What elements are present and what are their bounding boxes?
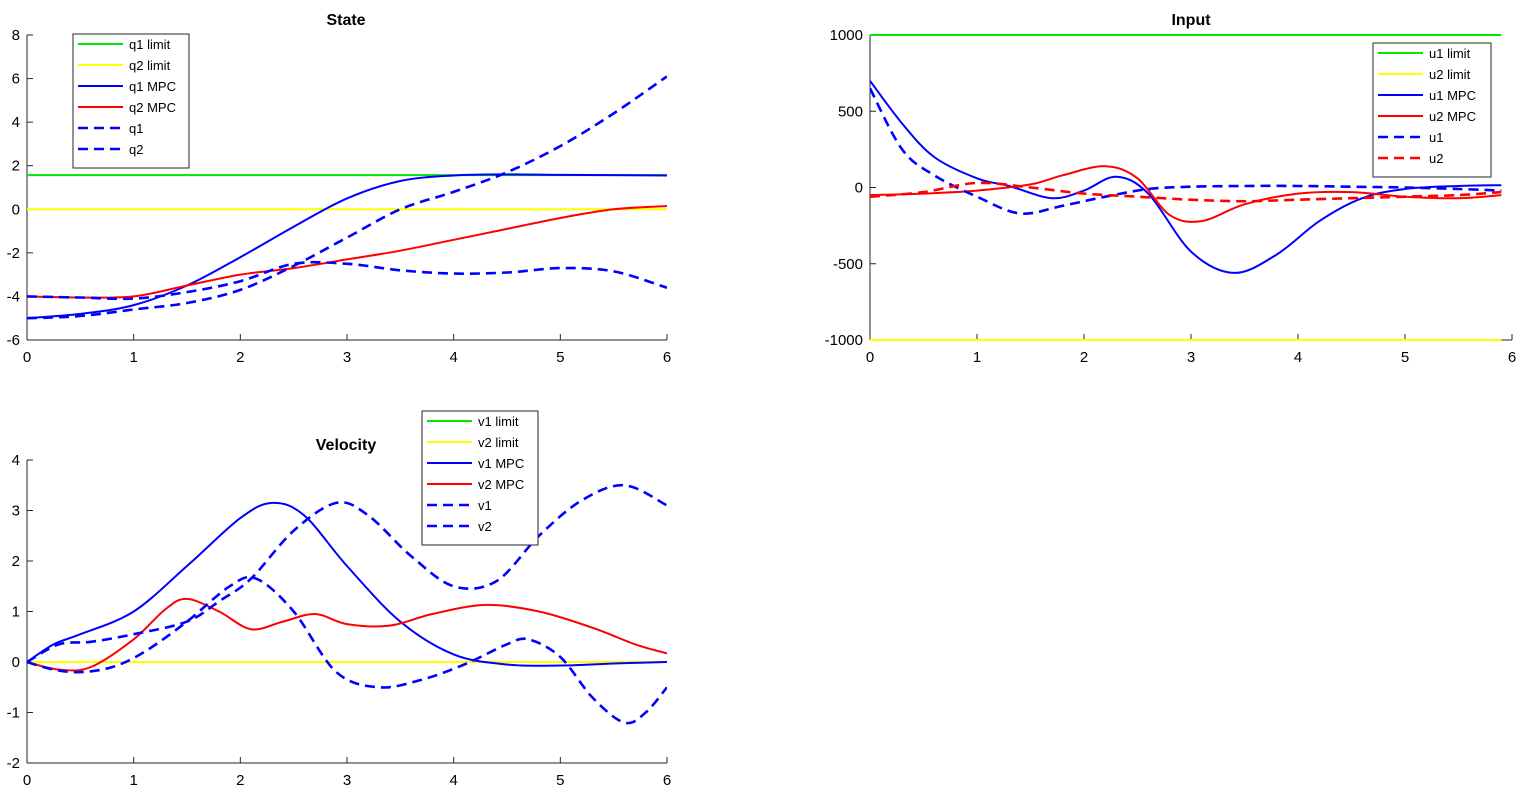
legend-box	[1372, 42, 1492, 178]
x-tick-label: 6	[663, 349, 671, 366]
legend-label: u2 MPC	[1429, 109, 1476, 124]
legend-label: v2 limit	[478, 435, 519, 450]
legend: q1 limit q2 limit q1 MPC q2 MPC q1 q2	[72, 33, 190, 169]
legend-box	[72, 33, 190, 169]
series-line-q1-mpc	[27, 173, 667, 320]
y-tick-label: -4	[7, 288, 20, 305]
series-line-v2-mpc	[27, 597, 667, 672]
legend-label: v1	[478, 498, 492, 513]
x-tick-label: 0	[23, 349, 31, 366]
x-tick-label: 0	[866, 349, 874, 366]
x-tick-label: 4	[1294, 349, 1302, 366]
y-tick-label: -6	[7, 332, 20, 349]
x-tick-label: 4	[449, 349, 457, 366]
x-tick-label: 0	[23, 772, 31, 789]
series-line-q2-mpc	[27, 205, 667, 299]
x-tick-label: 3	[343, 772, 351, 789]
series-line-v1	[27, 483, 667, 664]
legend: u1 limit u2 limit u1 MPC u2 MPC u1 u2	[1372, 42, 1492, 178]
x-tick-label: 5	[556, 772, 564, 789]
y-tick-label: 1000	[830, 27, 863, 44]
x-tick-label: 1	[129, 349, 137, 366]
x-tick-label: 4	[449, 772, 457, 789]
y-tick-label: -1	[7, 705, 20, 722]
x-tick-label: 3	[343, 349, 351, 366]
chart-title: State	[326, 12, 365, 29]
y-tick-label: -1000	[825, 332, 863, 349]
legend-label: u1 MPC	[1429, 88, 1476, 103]
y-tick-label: 1	[12, 604, 20, 621]
legend-label: q1 MPC	[129, 79, 176, 94]
x-tick-label: 3	[1187, 349, 1195, 366]
legend-label: u2 limit	[1429, 67, 1471, 82]
x-tick-label: 5	[556, 349, 564, 366]
y-tick-label: 0	[855, 180, 863, 197]
series-line-v1-mpc	[27, 501, 667, 667]
y-tick-label: 500	[838, 103, 863, 120]
x-tick-label: 2	[1080, 349, 1088, 366]
y-tick-label: -500	[833, 256, 863, 273]
y-tick-label: 0	[12, 201, 20, 218]
legend-label: u1	[1429, 130, 1443, 145]
legend-label: q2 MPC	[129, 100, 176, 115]
x-tick-label: 6	[1508, 349, 1516, 366]
y-tick-label: -2	[7, 245, 20, 262]
x-tick-label: 1	[973, 349, 981, 366]
y-tick-label: 4	[12, 114, 20, 131]
legend-label: q2 limit	[129, 58, 171, 73]
legend-label: v1 limit	[478, 414, 519, 429]
legend-label: v2	[478, 519, 492, 534]
legend-label: q1 limit	[129, 37, 171, 52]
series-line-q1	[27, 75, 667, 320]
x-tick-label: 1	[129, 772, 137, 789]
x-tick-label: 2	[236, 772, 244, 789]
legend-label: u1 limit	[1429, 46, 1471, 61]
series-line-u2	[870, 181, 1502, 203]
y-tick-label: 2	[12, 553, 20, 570]
x-tick-label: 5	[1401, 349, 1409, 366]
legend-label: q1	[129, 121, 143, 136]
legend-label: v1 MPC	[478, 456, 524, 471]
series-line-q2	[27, 260, 667, 301]
legend-box	[421, 410, 539, 546]
y-tick-label: 6	[12, 71, 20, 88]
series-group	[27, 75, 667, 320]
y-tick-label: -2	[7, 755, 20, 772]
legend: v1 limit v2 limit v1 MPC v2 MPC v1 v2	[421, 410, 539, 546]
series-line-v2	[27, 575, 667, 725]
chart-1: Input 0 1 2 3 4 5 6 -1000 -500 0 500 1000 u1 limit u2 …	[825, 12, 1517, 366]
series-group	[27, 483, 667, 725]
chart-2: Velocity 0 1 2 3 4 5 6 -2 -1 0 1 2 3 4 v1 limit v2 limit…	[7, 410, 671, 789]
y-tick-label: 8	[12, 27, 20, 44]
y-tick-label: 4	[12, 452, 20, 469]
series-group	[870, 34, 1502, 341]
x-tick-label: 2	[236, 349, 244, 366]
series-line-u1	[870, 87, 1502, 215]
legend-label: u2	[1429, 151, 1443, 166]
chart-title: Velocity	[316, 437, 377, 454]
x-tick-label: 6	[663, 772, 671, 789]
y-tick-label: 0	[12, 654, 20, 671]
legend-label: q2	[129, 142, 143, 157]
chart-title: Input	[1171, 12, 1211, 29]
y-tick-label: 3	[12, 503, 20, 520]
y-tick-label: 2	[12, 158, 20, 175]
series-line-u2-mpc	[870, 165, 1502, 223]
legend-label: v2 MPC	[478, 477, 524, 492]
